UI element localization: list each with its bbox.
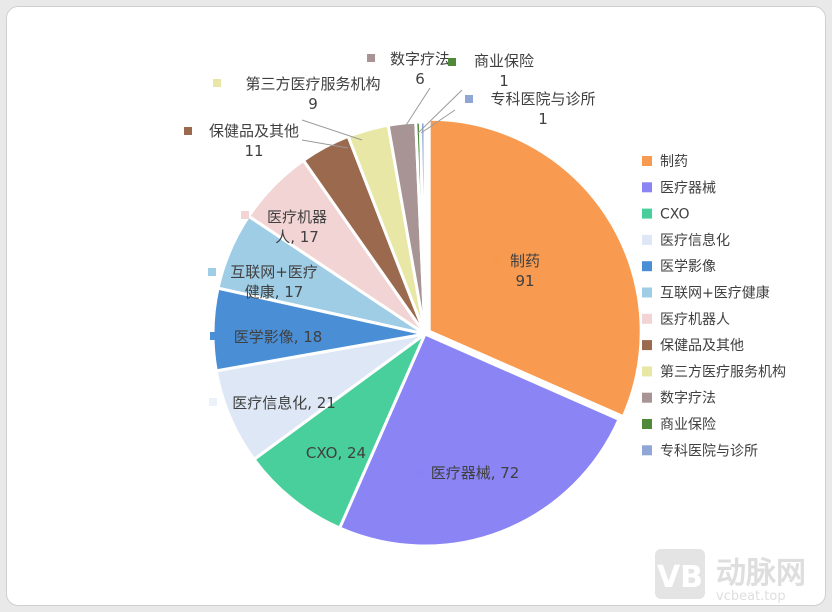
leader-line-12	[420, 109, 456, 134]
pie-slice-2	[337, 332, 622, 548]
pie-slice-12	[418, 120, 427, 335]
data-label-10-line-1: 数字疗法	[390, 50, 450, 68]
legend-label-1: 制药	[660, 154, 688, 170]
legend-swatch-4	[642, 234, 652, 245]
data-label-6-line-2: 健康, 17	[245, 283, 304, 301]
legend-label-12: 专科医院与诊所	[660, 443, 758, 459]
data-label-4: 医疗信息化, 21	[232, 394, 336, 412]
pie-slice-1	[427, 117, 643, 419]
data-label-3: CXO, 24	[306, 444, 366, 462]
legend-label-7: 医疗机器人	[660, 312, 730, 328]
pie-slice-3	[251, 329, 429, 531]
legend-swatch-11	[642, 419, 652, 429]
data-label-10-line-2: 6	[415, 70, 425, 88]
legend-label-4: 医疗信息化	[660, 232, 730, 249]
data-label-11-line-2: 1	[499, 72, 509, 90]
legend-swatch-3	[642, 208, 652, 219]
data-label-9-line-1: 第三方医疗服务机构	[245, 75, 380, 93]
data-label-12-line-1: 专科医院与诊所	[490, 90, 595, 108]
data-label-marker-5	[210, 332, 218, 340]
data-label-marker-1	[494, 256, 502, 264]
leader-line-8	[301, 139, 349, 149]
data-label-6-line-1: 互联网+医疗	[230, 263, 318, 281]
legend-label-8: 保健品及其他	[660, 338, 744, 354]
legend-swatch-2	[642, 182, 652, 193]
data-label-8-line-1: 保健品及其他	[209, 122, 299, 140]
legend-label-9: 第三方医疗服务机构	[660, 363, 786, 380]
data-label-marker-6	[208, 268, 216, 276]
legend-label-3: CXO	[660, 207, 690, 223]
legend-label-11: 商业保险	[660, 417, 716, 433]
legend-swatch-1	[642, 156, 652, 166]
legend-label-10: 数字疗法	[660, 391, 716, 407]
data-label-5: 医学影像, 18	[234, 328, 323, 346]
legend-swatch-12	[642, 445, 652, 456]
data-label-marker-10	[367, 54, 375, 62]
legend-swatch-10	[642, 392, 652, 403]
data-label-7-line-2: 人, 17	[275, 228, 319, 246]
legend-label-2: 医疗器械	[660, 180, 716, 196]
data-label-marker-7	[241, 211, 249, 219]
pie-slices	[211, 117, 643, 548]
data-label-marker-9	[213, 79, 221, 87]
leader-line-11	[417, 89, 463, 134]
legend-swatch-6	[642, 287, 652, 298]
data-label-7-line-1: 医疗机器	[267, 208, 327, 226]
data-label-marker-12	[465, 95, 473, 103]
legend-swatch-9	[642, 366, 652, 377]
watermark-url: vcbeat.top	[716, 589, 786, 604]
legend-swatch-8	[642, 340, 652, 351]
pie-slice-4	[214, 332, 426, 462]
data-label-marker-3	[285, 449, 293, 457]
vb-logo-letters: VB	[657, 560, 703, 595]
data-label-marker-11	[448, 58, 456, 66]
data-label-8-line-2: 11	[244, 142, 263, 160]
legend-label-6: 互联网+医疗健康	[660, 285, 770, 302]
leader-line-10	[400, 87, 431, 134]
data-label-marker-2	[417, 470, 425, 478]
watermark-logo: VB 动脉网 vcbeat.top	[655, 549, 806, 604]
vb-logo-icon	[655, 549, 705, 599]
legend-swatch-5	[642, 261, 652, 272]
data-label-12-line-2: 1	[538, 110, 548, 128]
data-label-1-line-2: 91	[515, 272, 534, 290]
data-label-2: 医疗器械, 72	[431, 464, 520, 482]
data-label-11-line-1: 商业保险	[474, 52, 534, 70]
watermark-brand: 动脉网	[716, 556, 806, 591]
leader-line-9	[301, 119, 363, 141]
data-label-marker-4	[209, 398, 217, 406]
data-label-9-line-2: 9	[308, 95, 318, 113]
data-label-marker-8	[184, 127, 192, 135]
legend-swatch-7	[642, 313, 652, 324]
data-label-1-line-1: 制药	[510, 252, 540, 270]
leader-lines	[301, 87, 463, 149]
legend-label-5: 医学影像	[660, 259, 716, 275]
